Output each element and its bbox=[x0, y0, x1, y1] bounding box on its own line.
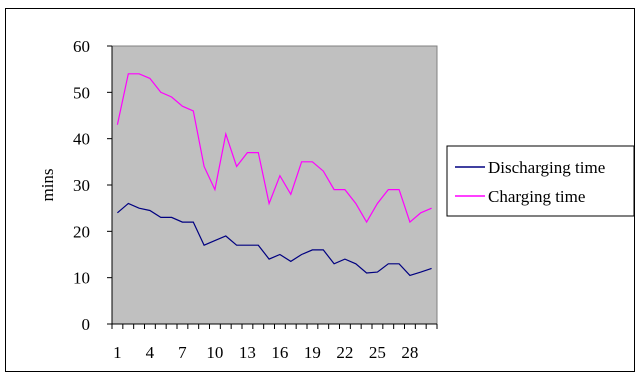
x-tick-label: 25 bbox=[369, 343, 386, 362]
plot-area bbox=[111, 45, 438, 325]
x-axis-ticks: 1 4 7 10 13 16 19 22 25 28 bbox=[111, 324, 438, 362]
chart-frame: 0 10 20 30 40 50 60 1 4 7 10 13 16 19 22 25 28 mins Dis… bbox=[5, 8, 635, 372]
x-tick-label: 22 bbox=[336, 343, 353, 362]
y-tick-label: 30 bbox=[73, 176, 90, 195]
x-tick-label: 7 bbox=[178, 343, 187, 362]
legend-label-2: Charging time bbox=[488, 187, 585, 206]
y-axis-ticks: 0 10 20 30 40 50 60 bbox=[73, 37, 112, 334]
x-tick-label: 4 bbox=[146, 343, 155, 362]
y-tick-label: 10 bbox=[73, 269, 90, 288]
x-tick-label: 28 bbox=[401, 343, 418, 362]
y-axis-label: mins bbox=[38, 168, 57, 201]
series-lines bbox=[116, 73, 432, 277]
y-tick-label: 50 bbox=[73, 83, 90, 102]
y-tick-label: 0 bbox=[82, 315, 91, 334]
x-tick-label: 19 bbox=[304, 343, 321, 362]
line-chart: 0 10 20 30 40 50 60 1 4 7 10 13 16 19 22 25 28 mins Dis… bbox=[38, 37, 634, 362]
x-tick-label: 1 bbox=[113, 343, 122, 362]
legend-box bbox=[446, 145, 634, 217]
series-line-1 bbox=[117, 202, 432, 277]
series-line-2 bbox=[116, 73, 432, 224]
y-tick-label: 40 bbox=[73, 130, 90, 149]
legend-label-1: Discharging time bbox=[488, 158, 605, 177]
x-tick-label: 10 bbox=[206, 343, 223, 362]
x-tick-label: 13 bbox=[239, 343, 256, 362]
x-tick-label: 16 bbox=[271, 343, 288, 362]
legend: Discharging time Charging time bbox=[446, 145, 634, 217]
y-tick-label: 60 bbox=[73, 37, 90, 56]
y-tick-label: 20 bbox=[73, 222, 90, 241]
